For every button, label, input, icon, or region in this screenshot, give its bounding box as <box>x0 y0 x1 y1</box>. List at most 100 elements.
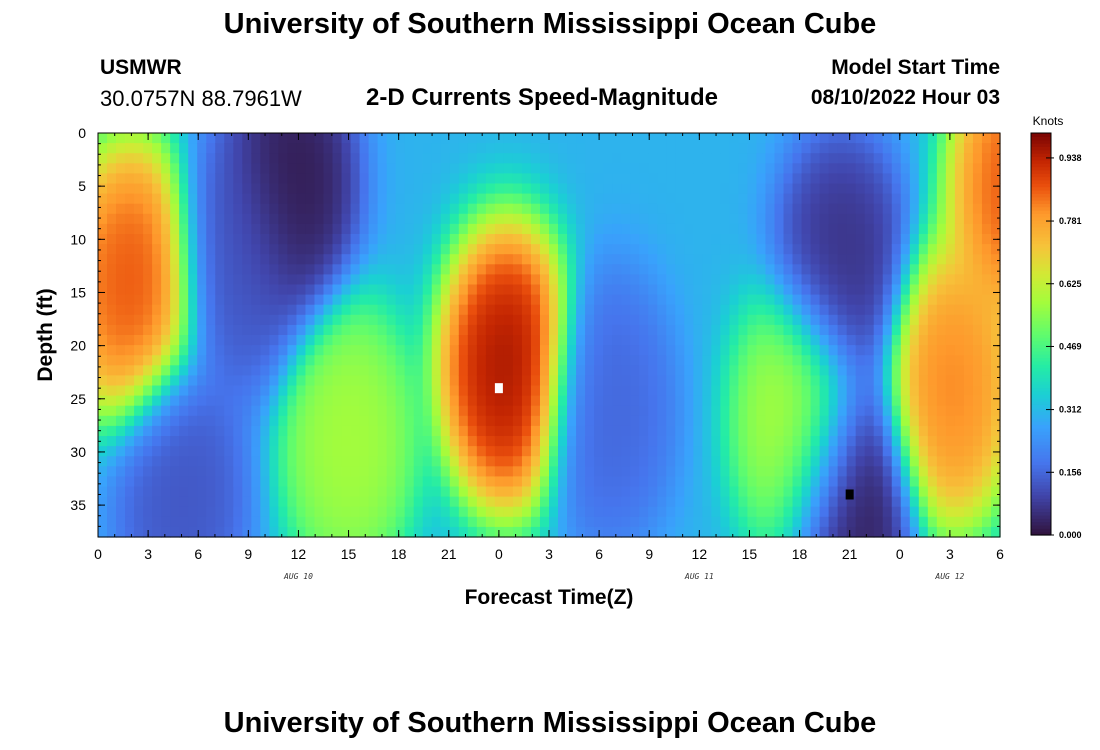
heatmap-cell <box>539 345 550 356</box>
heatmap-cell <box>314 203 325 215</box>
heatmap-cell <box>359 163 370 174</box>
heatmap-cell <box>549 506 559 518</box>
heatmap-cell <box>864 244 875 255</box>
heatmap-cell <box>440 516 451 528</box>
heatmap-cell <box>440 506 451 518</box>
heatmap-cell <box>287 133 298 144</box>
heatmap-cell <box>585 244 595 255</box>
heatmap-cell <box>512 314 523 326</box>
heatmap-cell <box>251 476 261 488</box>
heatmap-cell <box>729 486 740 498</box>
heatmap-cell <box>621 173 631 185</box>
heatmap-cell <box>224 213 234 225</box>
heatmap-cell <box>765 213 776 225</box>
heatmap-cell <box>521 254 532 265</box>
heatmap-cell <box>440 173 451 185</box>
heatmap-cell <box>215 345 225 356</box>
heatmap-cell <box>305 456 316 467</box>
heatmap-cell <box>413 223 424 235</box>
heatmap-cell <box>449 516 460 528</box>
heatmap-cell <box>702 486 712 498</box>
heatmap-cell <box>152 294 162 306</box>
heatmap-cell <box>116 234 126 245</box>
heatmap-cell <box>747 183 758 195</box>
heatmap-cell <box>134 476 144 488</box>
heatmap-cell <box>287 375 298 387</box>
heatmap-cell <box>657 335 667 346</box>
heatmap-cell <box>197 365 207 376</box>
heatmap-cell <box>720 415 730 427</box>
heatmap-cell <box>927 264 938 275</box>
heatmap-cell <box>143 425 153 437</box>
heatmap-cell <box>512 365 523 376</box>
heatmap-cell <box>585 294 595 306</box>
heatmap-cell <box>296 183 307 195</box>
heatmap-cell <box>639 304 649 316</box>
heatmap-cell <box>810 183 821 195</box>
heatmap-cell <box>819 456 830 467</box>
heatmap-cell <box>440 274 451 286</box>
heatmap-cell <box>467 193 478 205</box>
heatmap-cell <box>549 375 559 387</box>
heatmap-cell <box>639 405 649 417</box>
heatmap-cell <box>594 304 604 316</box>
heatmap-cell <box>197 506 207 518</box>
colorbar-segment <box>1031 454 1051 459</box>
heatmap-cell <box>900 335 911 346</box>
heatmap-cell <box>395 405 406 417</box>
heatmap-cell <box>449 324 460 336</box>
heatmap-cell <box>702 183 712 195</box>
heatmap-cell <box>458 163 469 174</box>
heatmap-cell <box>296 284 307 296</box>
heatmap-cell <box>503 324 514 336</box>
colorbar-segment <box>1031 501 1051 506</box>
heatmap-cell <box>314 173 325 185</box>
heatmap-cell <box>639 506 649 518</box>
heatmap-cell <box>936 385 947 397</box>
heatmap-cell <box>738 466 749 477</box>
heatmap-cell <box>549 365 559 376</box>
heatmap-cell <box>377 446 388 457</box>
heatmap-cell <box>161 345 171 356</box>
heatmap-cell <box>927 456 938 467</box>
colorbar-segment <box>1031 330 1051 335</box>
heatmap-cell <box>846 153 857 164</box>
heatmap-cell <box>693 133 703 144</box>
heatmap-cell <box>873 335 884 346</box>
heatmap-cell <box>810 486 821 498</box>
heatmap-cell <box>476 223 487 235</box>
heatmap-cell <box>323 304 334 316</box>
heatmap-cell <box>98 335 108 346</box>
heatmap-cell <box>846 183 857 195</box>
heatmap-cell <box>981 234 992 245</box>
heatmap-cell <box>449 304 460 316</box>
heatmap-cell <box>819 425 830 437</box>
heatmap-cell <box>657 314 667 326</box>
heatmap-cell <box>458 193 469 205</box>
heatmap-cell <box>927 294 938 306</box>
heatmap-cell <box>630 193 640 205</box>
heatmap-cell <box>594 234 604 245</box>
heatmap-cell <box>143 476 153 488</box>
heatmap-cell <box>467 375 478 387</box>
heatmap-cell <box>197 355 207 366</box>
heatmap-cell <box>909 304 920 316</box>
heatmap-cell <box>810 436 821 447</box>
heatmap-cell <box>107 415 117 427</box>
heatmap-cell <box>404 395 415 407</box>
heatmap-cell <box>359 274 370 286</box>
heatmap-cell <box>945 335 956 346</box>
heatmap-cell <box>296 335 307 346</box>
colorbar-segment <box>1031 196 1051 201</box>
heatmap-cell <box>864 385 875 397</box>
heatmap-cell <box>179 294 189 306</box>
heatmap-cell <box>431 183 442 195</box>
heatmap-cell <box>837 234 848 245</box>
heatmap-cell <box>711 506 721 518</box>
heatmap-cell <box>476 264 487 275</box>
heatmap-cell <box>440 284 451 296</box>
heatmap-cell <box>720 476 730 488</box>
heatmap-cell <box>549 405 559 417</box>
heatmap-cell <box>287 213 298 225</box>
heatmap-cell <box>972 244 983 255</box>
